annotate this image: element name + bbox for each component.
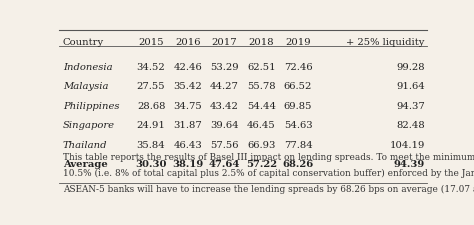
Text: Indonesia: Indonesia [63, 63, 112, 72]
Text: 39.64: 39.64 [210, 121, 239, 130]
Text: 94.39: 94.39 [393, 160, 425, 169]
Text: 55.78: 55.78 [247, 82, 275, 91]
Text: 44.27: 44.27 [210, 82, 239, 91]
Text: Average: Average [63, 160, 108, 169]
Text: 35.84: 35.84 [137, 140, 165, 149]
Text: Thailand: Thailand [63, 140, 108, 149]
Text: + 25% liquidity: + 25% liquidity [346, 38, 425, 47]
Text: 2015: 2015 [138, 38, 164, 47]
Text: This table reports the results of Basel III impact on lending spreads. To meet t: This table reports the results of Basel … [63, 153, 474, 162]
Text: 24.91: 24.91 [137, 121, 165, 130]
Text: 54.44: 54.44 [247, 101, 276, 110]
Text: ASEAN-5 banks will have to increase the lending spreads by 68.26 bps on average : ASEAN-5 banks will have to increase the … [63, 184, 474, 193]
Text: 57.56: 57.56 [210, 140, 239, 149]
Text: 54.63: 54.63 [284, 121, 312, 130]
Text: 77.84: 77.84 [283, 140, 312, 149]
Text: 10.5% (i.e. 8% of total capital plus 2.5% of capital conservation buffer) enforc: 10.5% (i.e. 8% of total capital plus 2.5… [63, 168, 474, 177]
Text: 57.22: 57.22 [246, 160, 277, 169]
Text: 30.30: 30.30 [136, 160, 167, 169]
Text: Country: Country [63, 38, 104, 47]
Text: 34.52: 34.52 [137, 63, 165, 72]
Text: 46.43: 46.43 [173, 140, 202, 149]
Text: 82.48: 82.48 [396, 121, 425, 130]
Text: Philippines: Philippines [63, 101, 119, 110]
Text: 91.64: 91.64 [396, 82, 425, 91]
Text: 2019: 2019 [285, 38, 311, 47]
Text: 68.26: 68.26 [283, 160, 314, 169]
Text: Malaysia: Malaysia [63, 82, 109, 91]
Text: 2017: 2017 [212, 38, 237, 47]
Text: 104.19: 104.19 [389, 140, 425, 149]
Text: 72.46: 72.46 [284, 63, 312, 72]
Text: 46.45: 46.45 [247, 121, 276, 130]
Text: 94.37: 94.37 [396, 101, 425, 110]
Text: 66.93: 66.93 [247, 140, 275, 149]
Text: 42.46: 42.46 [173, 63, 202, 72]
Text: 99.28: 99.28 [396, 63, 425, 72]
Text: 38.19: 38.19 [172, 160, 203, 169]
Text: 27.55: 27.55 [137, 82, 165, 91]
Text: 66.52: 66.52 [284, 82, 312, 91]
Text: 2018: 2018 [248, 38, 274, 47]
Text: Singapore: Singapore [63, 121, 115, 130]
Text: 53.29: 53.29 [210, 63, 239, 72]
Text: 31.87: 31.87 [173, 121, 202, 130]
Text: 34.75: 34.75 [173, 101, 202, 110]
Text: 62.51: 62.51 [247, 63, 275, 72]
Text: 35.42: 35.42 [173, 82, 202, 91]
Text: 69.85: 69.85 [284, 101, 312, 110]
Text: 43.42: 43.42 [210, 101, 239, 110]
Text: 2016: 2016 [175, 38, 201, 47]
Text: 28.68: 28.68 [137, 101, 165, 110]
Text: 47.64: 47.64 [209, 160, 240, 169]
